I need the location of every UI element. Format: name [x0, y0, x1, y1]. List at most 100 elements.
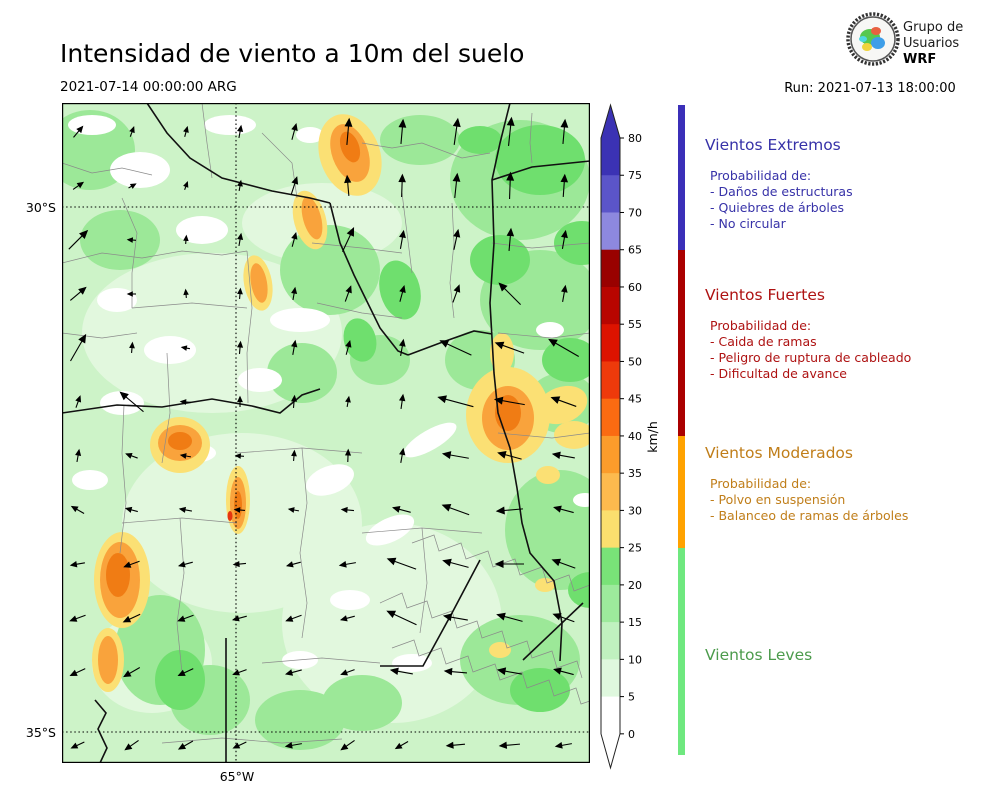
wind-arrow-head — [183, 288, 189, 296]
department-boundary — [529, 112, 533, 164]
wind-arrow-head — [287, 507, 295, 513]
wind-shade-blob — [270, 308, 330, 332]
legend-item: Probabilidad de: — [710, 318, 812, 333]
logo-map-cyan — [859, 36, 867, 42]
wind-arrow-head — [232, 742, 241, 749]
wind-arrow-head — [498, 282, 508, 292]
department-boundary — [379, 592, 583, 679]
legend-item: - Dificultad de avance — [710, 366, 847, 381]
wind-arrow-head — [561, 284, 568, 293]
wind-arrow-head — [124, 506, 133, 513]
department-boundary — [61, 332, 138, 339]
wind-map — [45, 102, 615, 764]
wind-arrow-head — [285, 615, 294, 622]
wind-arrow-head — [340, 669, 348, 676]
department-boundary — [491, 242, 591, 249]
wind-shade-blob — [535, 578, 555, 592]
wind-arrow-head — [233, 507, 241, 513]
colorbar-segment — [601, 138, 620, 176]
wind-arrow-head — [494, 341, 505, 350]
colorbar-tick-label: 70 — [628, 206, 642, 219]
legend-section-3: Vientos Leves — [705, 646, 812, 678]
wind-shading-white — [68, 115, 597, 672]
wind-arrow-head — [560, 118, 569, 128]
wind-arrow-head — [290, 394, 298, 402]
wind-arrow-head — [453, 284, 461, 293]
wind-arrow-head — [561, 229, 568, 239]
wind-shade-blob — [510, 668, 570, 712]
wind-arrow-head — [284, 742, 293, 749]
wind-shade-blob — [403, 422, 457, 458]
wind-shade-blob — [296, 127, 324, 143]
colorbar-extend-below — [601, 733, 620, 768]
wind-arrow-head — [548, 338, 558, 347]
wind-arrow-head — [237, 124, 244, 133]
wind-arrow-head — [69, 615, 78, 622]
wind-arrow-head — [441, 504, 452, 512]
wind-arrow-head — [119, 391, 129, 401]
wind-shade-blob — [489, 642, 511, 658]
logo-text-line1: Grupo de — [903, 20, 963, 35]
wind-shade-blob — [204, 115, 256, 135]
wind-arrow-head — [506, 171, 515, 181]
wind-arrow-head — [496, 612, 506, 621]
wind-arrow-head — [399, 284, 406, 294]
wind-arrow-head — [399, 229, 406, 239]
run-time-label: Run: 2021-07-13 18:00:00 — [784, 81, 956, 96]
wind-shade-blob — [168, 432, 192, 450]
legend-item: - Quiebres de árboles — [710, 200, 845, 215]
wind-arrow-head — [344, 448, 352, 456]
department-boundary — [311, 242, 403, 254]
legend-section-items: Probabilidad de: - Polvo en suspensión - B… — [705, 476, 908, 524]
wind-shade-blob — [306, 464, 354, 496]
category-bar-segment — [678, 105, 685, 250]
wind-arrow-head — [179, 399, 187, 405]
colorbar-tick-label: 55 — [628, 318, 642, 331]
wind-arrow-head — [177, 669, 186, 676]
province-boundary — [491, 160, 591, 181]
wind-shade-blob — [227, 511, 233, 521]
category-bar-segment — [678, 548, 685, 755]
wind-arrow-head — [237, 232, 244, 241]
wind-shade-blob — [343, 318, 377, 362]
colorbar-extend-above — [601, 105, 620, 138]
wind-shade-blob — [542, 338, 598, 382]
y-axis-label-30s: 30°S — [25, 200, 56, 215]
wind-shade-blob — [458, 126, 502, 154]
department-boundary — [161, 737, 343, 744]
wind-arrow-head — [345, 339, 352, 348]
map-frame — [62, 103, 590, 763]
wind-arrow-head — [553, 667, 562, 675]
wind-arrow-head — [75, 448, 82, 457]
wind-arrow-head — [291, 286, 298, 295]
wind-arrow-head — [75, 395, 82, 403]
legend-section-items: Probabilidad de: - Daños de estructuras - … — [705, 168, 853, 232]
legend-section-items: Probabilidad de: - Caida de ramas - Peligr… — [705, 318, 911, 382]
province-boundaries — [61, 102, 591, 764]
department-boundary — [246, 250, 253, 404]
wind-shading-red — [227, 511, 233, 521]
wind-arrow-head — [445, 741, 454, 749]
wind-arrow-head — [389, 667, 399, 676]
wind-arrow-head — [76, 181, 85, 189]
wind-shade-blob — [144, 336, 196, 364]
wind-arrow-head — [498, 741, 508, 749]
colorbar-unit-label: km/h — [645, 421, 660, 453]
province-boundary — [407, 330, 493, 356]
wind-arrow-head — [340, 743, 349, 751]
wind-shade-blob — [536, 385, 588, 425]
wind-arrow-head — [437, 395, 447, 404]
logo-text-line3: WRF — [903, 52, 936, 67]
wind-arrow-head — [551, 451, 561, 460]
wind-shade-blob — [282, 523, 502, 723]
wind-arrow-head — [506, 116, 515, 127]
wind-arrow-head — [340, 506, 348, 514]
colorbar-segment — [601, 212, 620, 251]
department-boundary — [261, 132, 298, 199]
wind-arrow-head — [177, 561, 186, 568]
wind-arrow-head — [125, 452, 133, 459]
wind-arrow-head — [291, 122, 298, 132]
province-boundary — [146, 102, 331, 204]
legend-section-title: Vientos Fuertes — [705, 286, 825, 304]
